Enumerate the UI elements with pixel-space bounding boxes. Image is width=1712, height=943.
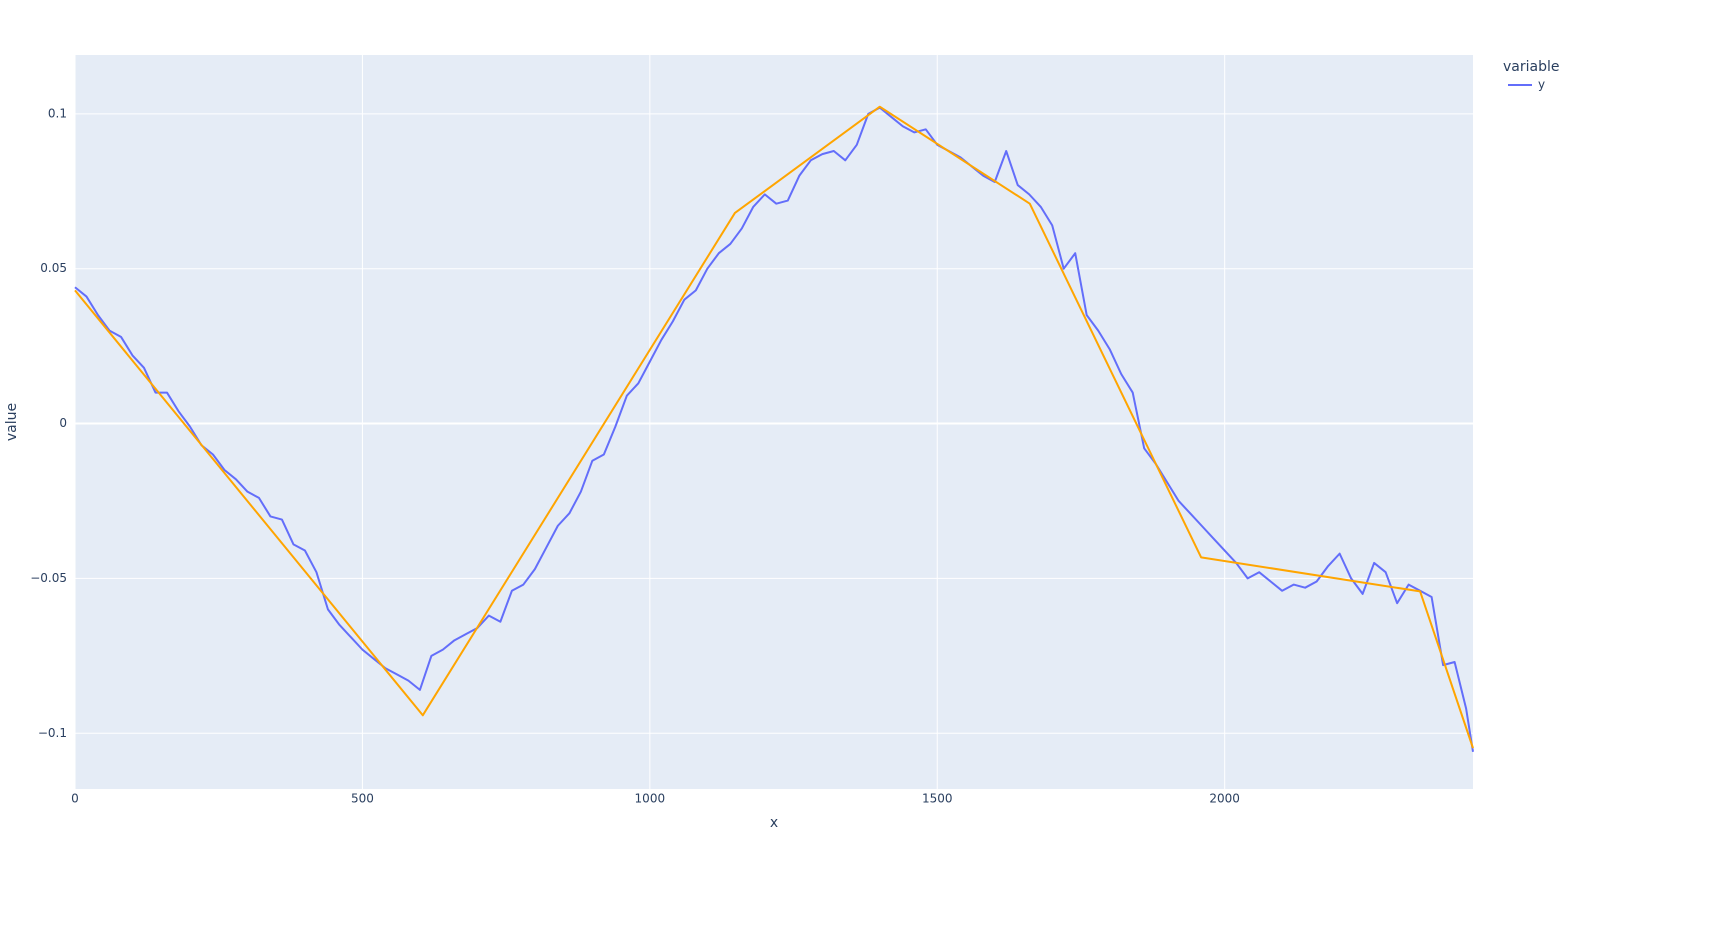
x-tick-label: 1500 xyxy=(922,792,953,806)
legend-title: variable xyxy=(1503,59,1559,75)
x-tick-label: 0 xyxy=(71,792,79,806)
plot-background xyxy=(75,55,1473,789)
x-tick-label: 2000 xyxy=(1209,792,1240,806)
x-tick-label: 500 xyxy=(351,792,374,806)
x-tick-label: 1000 xyxy=(635,792,666,806)
y-tick-label: −0.05 xyxy=(30,571,67,585)
line-series xyxy=(74,105,1474,749)
y-tick-label: 0 xyxy=(59,416,67,430)
legend-label: y xyxy=(1538,78,1545,92)
y-tick-label: 0.1 xyxy=(48,106,67,120)
y-tick-label: −0.1 xyxy=(38,726,67,740)
legend: y xyxy=(1508,78,1545,92)
x-axis-title: x xyxy=(770,815,778,831)
marks xyxy=(74,105,1474,752)
y-axis-title: value xyxy=(4,403,20,441)
grid xyxy=(74,55,1473,789)
line-series xyxy=(74,106,1474,752)
y-tick-label: 0.05 xyxy=(40,261,67,275)
